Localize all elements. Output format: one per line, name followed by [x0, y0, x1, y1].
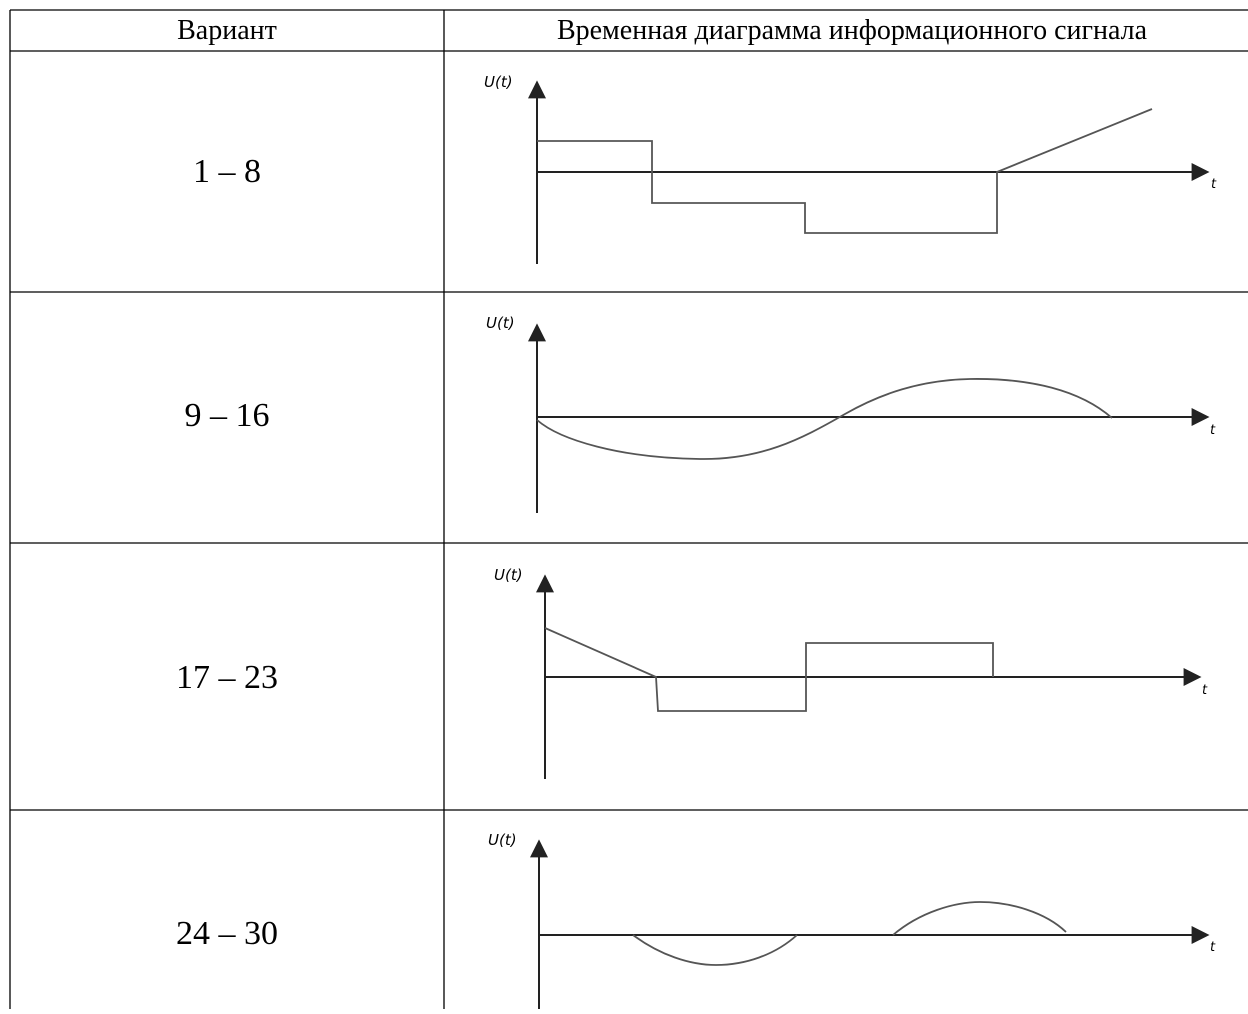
row-3-variant: 17 – 23 — [176, 659, 278, 696]
row-2-variant: 9 – 16 — [185, 397, 270, 434]
row-3-diagram: U(t) t — [494, 566, 1208, 779]
row-1-y-axis-label: U(t) — [484, 73, 513, 91]
row-1-variant: 1 – 8 — [193, 153, 261, 190]
row-3-y-axis-label: U(t) — [494, 566, 523, 584]
row-4-variant: 24 – 30 — [176, 915, 278, 952]
row-2-diagram: U(t) t — [486, 314, 1216, 513]
row-4-diagram: U(t) t — [488, 831, 1216, 1009]
row-4-signal-positive — [892, 901, 1067, 936]
row-2-x-axis-label: t — [1210, 423, 1216, 438]
row-2-y-axis-label: U(t) — [486, 314, 515, 332]
row-3-x-axis-label: t — [1202, 683, 1208, 698]
row-2-signal — [536, 378, 1113, 460]
row-1-signal — [537, 108, 1153, 234]
header-diagram: Временная диаграмма информационного сигн… — [557, 15, 1148, 46]
row-1-diagram: U(t) t — [484, 73, 1217, 264]
table-grid — [9, 9, 1248, 1009]
row-1-x-axis-label: t — [1211, 177, 1217, 192]
row-4-x-axis-label: t — [1210, 940, 1216, 955]
row-4-signal-negative — [632, 934, 798, 966]
row-3-signal — [544, 627, 994, 712]
header-variant: Вариант — [177, 15, 277, 46]
row-4-y-axis-label: U(t) — [488, 831, 517, 849]
